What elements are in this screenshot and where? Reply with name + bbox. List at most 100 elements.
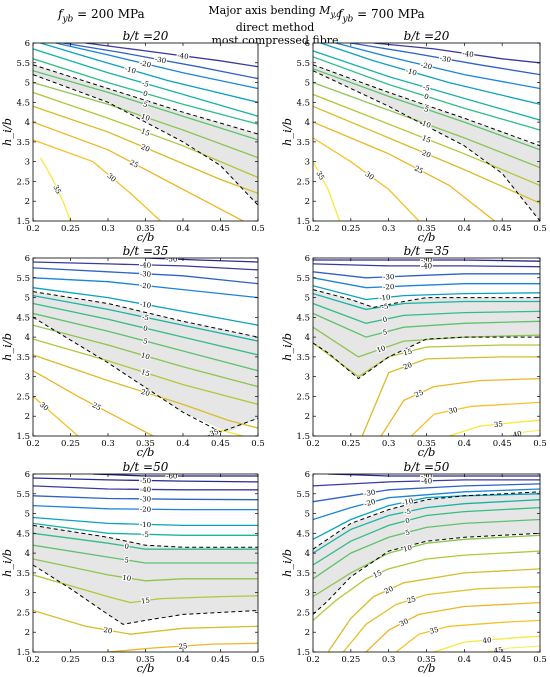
contour-label-4: -20 <box>140 506 151 514</box>
panel-title: b/t =50 <box>404 460 450 474</box>
contour-label-0: -40 <box>462 50 474 60</box>
y-tick-label: 2 <box>305 628 310 638</box>
x-tick-label: 0.4 <box>458 655 472 665</box>
x-tick-label: 0.25 <box>61 655 80 665</box>
dashed-boundary-0 <box>33 291 258 338</box>
y-tick-label: 6 <box>25 39 30 49</box>
contour-line-4 <box>33 504 258 511</box>
contour-line-7 <box>313 518 540 580</box>
y-tick-label: 4 <box>305 333 310 343</box>
contour-line-2 <box>33 267 258 285</box>
contour-label-0: -50 <box>166 255 178 263</box>
y-tick-label: 4.5 <box>296 529 310 539</box>
contour-label-6: 0 <box>405 517 411 526</box>
x-tick-label: 0.35 <box>417 439 436 449</box>
x-tick-label: 0.5 <box>251 655 265 665</box>
contour-line-8 <box>313 326 540 358</box>
contour-label-0: -60 <box>166 472 177 480</box>
x-tick-label: 0.2 <box>306 439 320 449</box>
x-tick-label: 0.4 <box>176 439 190 449</box>
x-tick-label: 0.3 <box>101 439 115 449</box>
contour-line-3 <box>313 488 540 521</box>
title-line-2: direct method <box>235 21 315 35</box>
x-tick-label: 0.4 <box>176 224 190 234</box>
contour-line-2 <box>335 43 540 90</box>
contour-line-12 <box>39 157 72 221</box>
plot-area <box>313 43 540 221</box>
contour-line-10 <box>33 574 258 604</box>
y-tick-label: 2.5 <box>296 392 310 402</box>
x-tick-label: 0.45 <box>211 655 230 665</box>
contour-line-11 <box>342 586 540 652</box>
x-tick-label: 0.4 <box>176 655 190 665</box>
x-tick-label: 0.25 <box>341 224 360 234</box>
contour-label-3: -20 <box>139 282 151 291</box>
contour-label-5: -5 <box>381 302 389 311</box>
dashed-boundary-1 <box>33 564 258 625</box>
contour-line-6 <box>313 302 540 324</box>
y-axis-label: h_i/b <box>0 333 14 361</box>
contour-line-7 <box>33 81 258 159</box>
x-tick-label: 0.3 <box>101 655 115 665</box>
contour-label-2: -20 <box>139 59 152 69</box>
y-tick-label: 3 <box>305 158 310 168</box>
y-tick-label: 1.5 <box>296 432 310 442</box>
contour-line-2 <box>33 485 258 491</box>
contour-label-8: 10 <box>140 351 151 361</box>
y-tick-label: 3 <box>25 158 30 168</box>
y-tick-label: 5 <box>305 510 310 520</box>
dashed-boundary-1 <box>33 316 258 433</box>
contour-label-4: -5 <box>141 79 150 89</box>
contour-label-3: -20 <box>383 283 395 291</box>
x-tick-label: 0.45 <box>493 655 512 665</box>
contour-line-6 <box>33 70 258 141</box>
contour-label-8: 10 <box>402 544 413 554</box>
y-tick-label: 5.5 <box>16 274 30 284</box>
y-tick-label: 4.5 <box>296 313 310 323</box>
x-tick-label: 0.25 <box>61 224 80 234</box>
y-tick-label: 4.5 <box>296 98 310 108</box>
contour-line-8 <box>313 534 540 598</box>
y-tick-label: 2 <box>305 412 310 422</box>
y-tick-label: 5 <box>305 79 310 89</box>
y-tick-label: 4.5 <box>16 313 30 323</box>
x-tick-label: 0.4 <box>458 439 472 449</box>
contour-line-2 <box>313 271 540 279</box>
x-tick-label: 0.3 <box>382 655 396 665</box>
contour-line-6 <box>33 522 258 536</box>
y-tick-label: 3 <box>305 589 310 599</box>
contour-line-1 <box>62 43 258 80</box>
dashed-boundary-1 <box>313 70 540 221</box>
y-axis-label: h_i/b <box>280 549 294 577</box>
y-tick-label: 6 <box>305 470 310 480</box>
y-tick-label: 4 <box>305 549 310 559</box>
contour-label-13: -35 <box>206 428 219 440</box>
contour-label-12: 25 <box>178 642 187 651</box>
panel-title: b/t =35 <box>404 244 450 258</box>
y-tick-label: 4 <box>25 549 30 559</box>
contour-line-15 <box>486 645 540 652</box>
x-tick-label: 0.35 <box>417 655 436 665</box>
x-tick-label: 0.2 <box>26 439 40 449</box>
y-tick-label: 4.5 <box>16 529 30 539</box>
contour-line-2 <box>313 483 540 503</box>
contour-label-4: -10 <box>139 300 152 310</box>
contour-line-5 <box>313 499 540 554</box>
contour-line-14 <box>509 429 540 436</box>
x-tick-label: 0.35 <box>136 224 155 234</box>
dashed-boundary-0 <box>33 524 258 548</box>
contour-line-0 <box>85 43 258 68</box>
contour-line-0 <box>92 474 258 477</box>
y-tick-label: 5.5 <box>16 59 30 69</box>
contour-label-4: -5 <box>422 83 431 93</box>
contour-label-9: 15 <box>402 347 413 357</box>
contour-line-11 <box>33 139 161 221</box>
x-tick-label: 0.3 <box>382 224 396 234</box>
contour-label-7: 0 <box>124 542 130 551</box>
contour-line-13 <box>448 419 540 436</box>
